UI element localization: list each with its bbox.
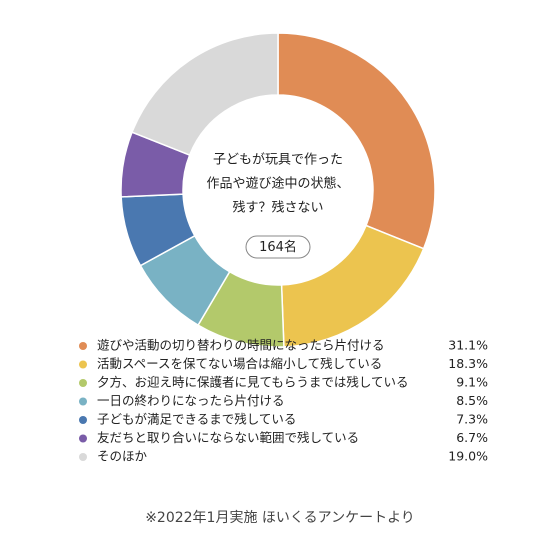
legend-marker	[79, 397, 87, 406]
value-label: 7.3%	[456, 412, 488, 427]
legend-marker	[79, 342, 87, 350]
legend-marker	[79, 360, 87, 369]
legend-marker	[79, 379, 87, 387]
count-pill	[245, 235, 311, 259]
legend-label: 遊びや活動の切り替わりの時間になったら片付ける	[97, 338, 385, 353]
center-title: 子どもが玩具で作った	[213, 153, 343, 168]
legend-label: 友だちと取り合いにならない範囲で残している	[97, 430, 359, 445]
legend-label: 一日の終わりになったら片付ける	[97, 393, 285, 408]
footnote: ※2022年1月実施 ほいくるアンケートより	[145, 510, 415, 526]
legend-label: 夕方、お迎え時に保護者に見てもらうまでは残している	[97, 375, 409, 390]
value-label: 19.0%	[448, 449, 488, 464]
value-label: 9.1%	[456, 375, 488, 390]
legend-label: 子どもが満足できるまで残している	[97, 412, 296, 427]
value-label: 6.7%	[456, 430, 488, 445]
donut-segment	[277, 32, 436, 250]
donut-segment	[131, 32, 279, 157]
value-label: 8.5%	[456, 393, 488, 408]
count-label: 164名	[259, 239, 297, 255]
legend-marker	[79, 416, 87, 424]
legend-label: そのほか	[97, 449, 148, 464]
legend-label: 活動スペースを保てない場合は縮小して残している	[97, 356, 382, 371]
center-title: 残す？残さない	[232, 201, 323, 216]
center-title: 作品や遊び途中の状態、	[206, 176, 349, 192]
value-label: 31.1%	[448, 338, 488, 353]
value-label: 18.3%	[448, 356, 488, 371]
legend-marker	[79, 453, 87, 461]
legend-marker	[79, 434, 87, 443]
